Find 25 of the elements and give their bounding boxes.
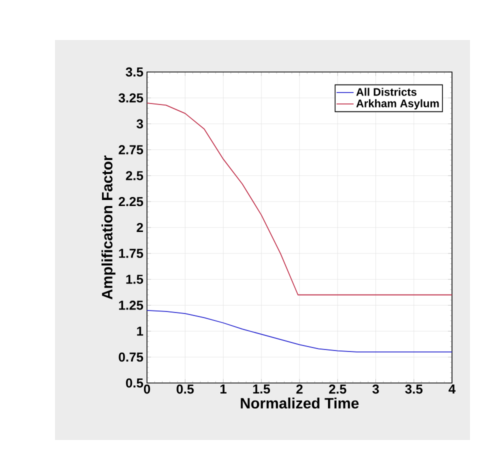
x-tick-label: 2 bbox=[296, 384, 303, 394]
x-tick-label: 3.5 bbox=[405, 384, 423, 394]
x-tick-label: 0.5 bbox=[176, 384, 194, 394]
y-tick-label: 3.25 bbox=[118, 93, 144, 103]
x-tick-label: 1 bbox=[220, 384, 226, 394]
y-tick-label: 1 bbox=[137, 326, 144, 336]
y-tick-label: 3 bbox=[136, 119, 144, 128]
legend-label: Arkham Asylum bbox=[356, 99, 439, 110]
x-tick-label: 1.5 bbox=[253, 384, 270, 394]
y-tick-label: 3.5 bbox=[126, 67, 144, 77]
x-tick-label: 4 bbox=[448, 384, 456, 394]
y-tick-label: 2.25 bbox=[118, 196, 144, 206]
y-tick-label: 0.75 bbox=[118, 352, 144, 362]
y-tick-label: 2.75 bbox=[118, 145, 144, 154]
x-tick-label: 3 bbox=[372, 384, 379, 394]
y-tick-label: 1.25 bbox=[119, 300, 144, 310]
y-tick-label: 2.5 bbox=[126, 171, 144, 180]
x-axis-title: Normalized Time bbox=[240, 398, 359, 409]
x-tick-label: 2.5 bbox=[329, 384, 346, 394]
y-axis-title: Amplification Factor bbox=[101, 155, 116, 300]
legend-label: All Districts bbox=[356, 88, 416, 96]
x-tick-label: 0 bbox=[144, 384, 150, 394]
y-tick-label: 1.75 bbox=[119, 248, 144, 258]
y-tick-label: 2 bbox=[136, 222, 143, 232]
y-tick-label: 1.5 bbox=[126, 274, 144, 284]
